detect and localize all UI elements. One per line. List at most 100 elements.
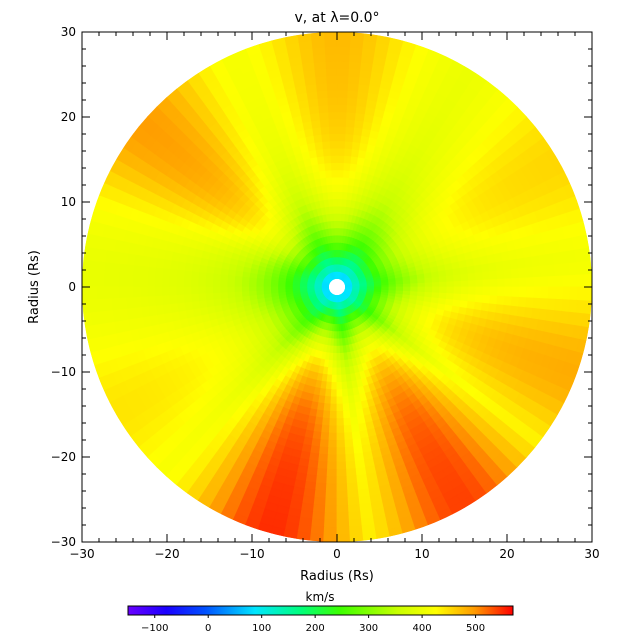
- heatmap-cell: [569, 286, 578, 301]
- colorbar-tick-label: 0: [205, 623, 211, 634]
- heatmap-cell: [539, 264, 549, 277]
- heatmap-cell: [190, 278, 199, 288]
- heatmap-cell: [110, 298, 120, 312]
- heatmap-cell: [212, 280, 221, 288]
- y-tick-label: −30: [51, 535, 76, 549]
- heatmap-cell: [482, 294, 491, 304]
- heatmap-cell: [317, 402, 326, 412]
- heatmap-cell: [118, 263, 128, 277]
- heatmap-cell: [309, 532, 325, 542]
- heatmap-cell: [103, 262, 113, 276]
- heatmap-cell: [348, 162, 357, 172]
- heatmap-cell: [336, 140, 346, 149]
- heatmap-cell: [314, 416, 324, 426]
- heatmap-cell: [474, 293, 484, 303]
- heatmap-cell: [336, 183, 343, 193]
- heatmap-cell: [336, 46, 351, 55]
- heatmap-cell: [139, 276, 148, 288]
- heatmap-cell: [327, 367, 334, 376]
- heatmap-cell: [336, 389, 344, 398]
- heatmap-cell: [343, 424, 353, 434]
- heatmap-cell: [336, 32, 351, 41]
- heatmap-cell: [496, 268, 506, 280]
- heatmap-cell: [329, 418, 338, 427]
- heatmap-cell: [330, 176, 338, 185]
- heatmap-cell: [504, 277, 513, 288]
- heatmap-cell: [197, 279, 206, 288]
- heatmap-cell: [583, 286, 592, 301]
- heatmap-cell: [321, 140, 331, 150]
- heatmap-cell: [82, 246, 93, 262]
- heatmap-cell: [453, 280, 462, 288]
- heatmap-cell: [190, 286, 199, 296]
- heatmap-cell: [546, 297, 556, 311]
- heatmap-cell: [347, 489, 360, 499]
- heatmap-cell: [467, 293, 477, 302]
- heatmap-cell: [212, 286, 221, 294]
- colorbar-tick-label: 100: [252, 623, 271, 634]
- heatmap-cell: [344, 439, 355, 448]
- heatmap-cell: [315, 409, 325, 419]
- heatmap-cell: [344, 118, 356, 128]
- heatmap-cell: [345, 286, 354, 289]
- heatmap-cell: [330, 396, 338, 405]
- heatmap-cell: [312, 511, 326, 521]
- heatmap-cell: [336, 38, 351, 48]
- heatmap-cell: [327, 461, 338, 470]
- heatmap-cell: [336, 418, 345, 427]
- heatmap-cell: [226, 286, 235, 294]
- heatmap-cell: [197, 293, 207, 302]
- heatmap-cell: [318, 453, 329, 463]
- heatmap-cell: [204, 279, 214, 288]
- colorbar-tick-label: 200: [306, 623, 325, 634]
- heatmap-cell: [332, 353, 338, 362]
- heatmap-cell: [331, 183, 338, 193]
- heatmap-cell: [328, 140, 338, 149]
- heatmap-cell: [348, 60, 362, 70]
- heatmap-cell: [581, 246, 592, 262]
- heatmap-cell: [460, 293, 470, 302]
- heatmap-cell: [161, 295, 171, 306]
- heatmap-cell: [212, 273, 221, 282]
- heatmap-cell: [139, 265, 149, 278]
- heatmap-cell: [336, 198, 343, 207]
- heatmap-cell: [312, 53, 326, 63]
- heatmap-cell: [328, 125, 338, 135]
- heatmap-cell: [327, 111, 338, 120]
- heatmap-cell: [336, 461, 347, 470]
- heatmap-cell: [315, 89, 328, 99]
- heatmap-cell: [482, 278, 491, 288]
- heatmap-cell: [344, 126, 355, 135]
- heatmap-cell: [417, 290, 426, 297]
- heatmap-cell: [132, 286, 141, 299]
- heatmap-cell: [336, 454, 347, 463]
- heatmap-cell: [343, 154, 352, 164]
- heatmap-cell: [226, 275, 236, 283]
- heatmap-cell: [346, 97, 358, 106]
- heatmap-cell: [510, 295, 520, 307]
- heatmap-cell: [132, 265, 142, 278]
- heatmap-cell: [176, 269, 185, 280]
- heatmap-cell: [322, 410, 331, 420]
- heatmap-cell: [431, 291, 441, 299]
- heatmap-cell: [154, 295, 164, 307]
- heatmap-cell: [526, 286, 535, 298]
- heatmap-cell: [117, 286, 127, 299]
- colorbar-tick-label: 500: [466, 623, 485, 634]
- heatmap-cell: [314, 489, 327, 499]
- heatmap-cell: [314, 75, 327, 85]
- colorbar: [127, 605, 514, 616]
- heatmap-cell: [511, 286, 520, 297]
- heatmap-cell: [452, 298, 462, 307]
- heatmap-cell: [336, 212, 342, 221]
- heatmap-cell: [326, 89, 338, 98]
- heatmap-cell: [147, 296, 156, 308]
- y-tick-label: −10: [51, 365, 76, 379]
- heatmap-cell: [518, 296, 527, 308]
- heatmap-cell: [319, 439, 330, 448]
- heatmap-cell: [125, 286, 134, 299]
- heatmap-cell: [381, 286, 390, 291]
- heatmap-cell: [312, 504, 326, 514]
- heatmap-cell: [323, 32, 338, 41]
- heatmap-cell: [147, 266, 156, 278]
